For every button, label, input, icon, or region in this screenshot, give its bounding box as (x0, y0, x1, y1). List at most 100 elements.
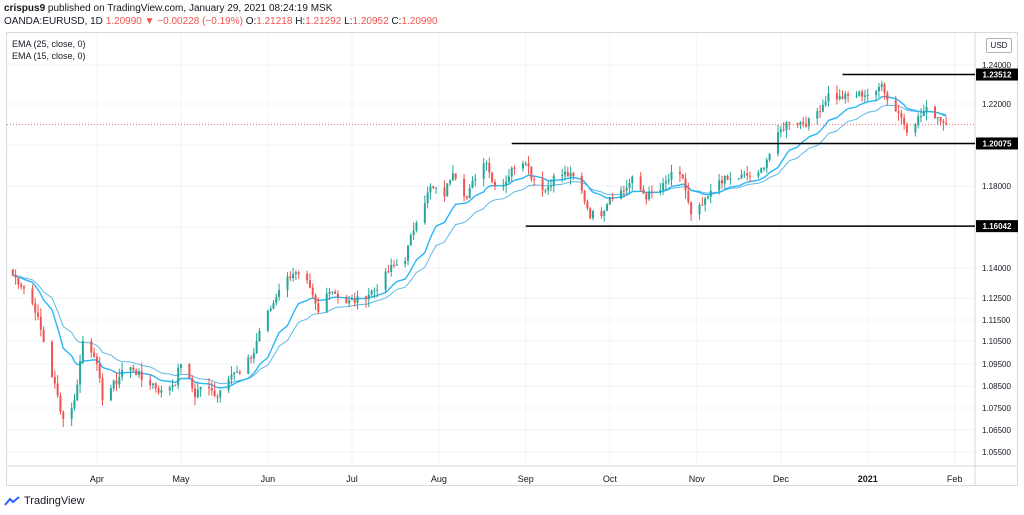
symbol-label[interactable]: OANDA:EURUSD, 1D (4, 16, 103, 27)
candle-body (364, 296, 367, 300)
candle-body (370, 290, 373, 295)
x-tick-label: Feb (947, 474, 963, 484)
candle-body (894, 100, 897, 112)
candle-body (348, 300, 351, 304)
candle-body (112, 380, 115, 389)
candle-body (432, 186, 435, 188)
open-value: 1.21218 (256, 16, 293, 27)
candle-body (199, 386, 202, 390)
candle-body (289, 276, 292, 279)
candle-body (446, 183, 449, 197)
change-value: ▼ −0.00228 (−0.19%) (144, 16, 243, 27)
currency-button[interactable]: USD (986, 38, 1012, 53)
candle-body (875, 91, 878, 95)
candle-body (858, 91, 861, 96)
candle-body (121, 370, 124, 377)
candle-body (109, 388, 112, 401)
candle-body (174, 385, 177, 387)
candle-body (227, 379, 230, 391)
candle-body (600, 211, 603, 217)
author-name[interactable]: crispus9 (4, 3, 46, 14)
candle-body (454, 173, 457, 179)
candle-body (140, 371, 143, 380)
candle-body (886, 92, 889, 101)
candle-body (748, 175, 751, 177)
candle-body (53, 376, 56, 384)
candle-body (415, 222, 418, 231)
indicator-ema-15[interactable]: EMA (15, close, 0) (12, 51, 86, 61)
candle-body (611, 197, 614, 199)
tradingview-brand[interactable]: TradingView (4, 494, 85, 508)
candle-body (31, 288, 34, 304)
candle-body (149, 379, 152, 386)
level-price-tag (976, 68, 1018, 81)
candle-body (620, 190, 623, 199)
x-tick-label: Sep (518, 474, 534, 484)
candle-body (914, 124, 917, 133)
candle-body (39, 316, 42, 330)
last-price: 1.20990 (105, 16, 142, 27)
candle-body (275, 296, 278, 303)
candle-body (706, 196, 709, 199)
x-tick-label: Jul (346, 474, 358, 484)
candle-body (423, 203, 426, 223)
candle-body (681, 174, 684, 179)
y-tick-label: 1.11500 (982, 316, 1011, 325)
low-value: 1.20952 (352, 16, 389, 27)
candle-body (90, 341, 93, 353)
candle-body (20, 284, 23, 287)
candle-body (73, 399, 76, 409)
candle-body (821, 104, 824, 112)
candle-body (541, 179, 544, 191)
candle-body (905, 124, 908, 133)
candle-body (569, 172, 572, 177)
candle-body (449, 180, 452, 184)
candle-body (740, 174, 743, 179)
candle-body (101, 378, 104, 401)
candle-body (866, 94, 869, 96)
candle-body (819, 111, 822, 113)
candle-body (779, 129, 782, 133)
candle-body (903, 117, 906, 125)
candle-body (258, 331, 261, 342)
candle-body (510, 167, 513, 177)
candle-body (62, 411, 65, 420)
candle-body (919, 115, 922, 117)
indicator-ema-25[interactable]: EMA (25, close, 0) (12, 39, 86, 49)
candle-body (482, 163, 485, 179)
candle-body (861, 91, 864, 97)
candle-body (247, 357, 250, 374)
candle-body (863, 95, 866, 97)
candle-body (154, 383, 157, 389)
candle-body (250, 357, 253, 359)
x-tick-label: Aug (431, 474, 447, 484)
candle-body (387, 271, 390, 273)
candle-body (286, 276, 289, 291)
candle-body (678, 171, 681, 175)
candle-body (465, 196, 468, 198)
candle-body (737, 178, 740, 180)
candle-body (160, 390, 163, 393)
y-tick-label: 1.14000 (982, 264, 1011, 273)
candle-body (505, 181, 508, 186)
candle-body (252, 353, 255, 359)
candle-body (137, 371, 140, 375)
candle-body (642, 189, 645, 194)
candle-body (98, 363, 101, 379)
candle-body (81, 341, 84, 362)
candle-body (841, 96, 844, 100)
candle-body (308, 280, 311, 288)
candle-body (877, 86, 880, 92)
candle-body (942, 121, 945, 123)
candle-body (331, 291, 334, 293)
candle-body (704, 198, 707, 205)
candle-body (11, 269, 14, 276)
close-value: 1.20990 (401, 16, 438, 27)
candle-body (561, 175, 564, 177)
candle-body (412, 230, 415, 236)
candle-body (135, 370, 138, 375)
candle-body (622, 190, 625, 192)
candle-body (208, 386, 211, 389)
candle-body (292, 273, 295, 279)
